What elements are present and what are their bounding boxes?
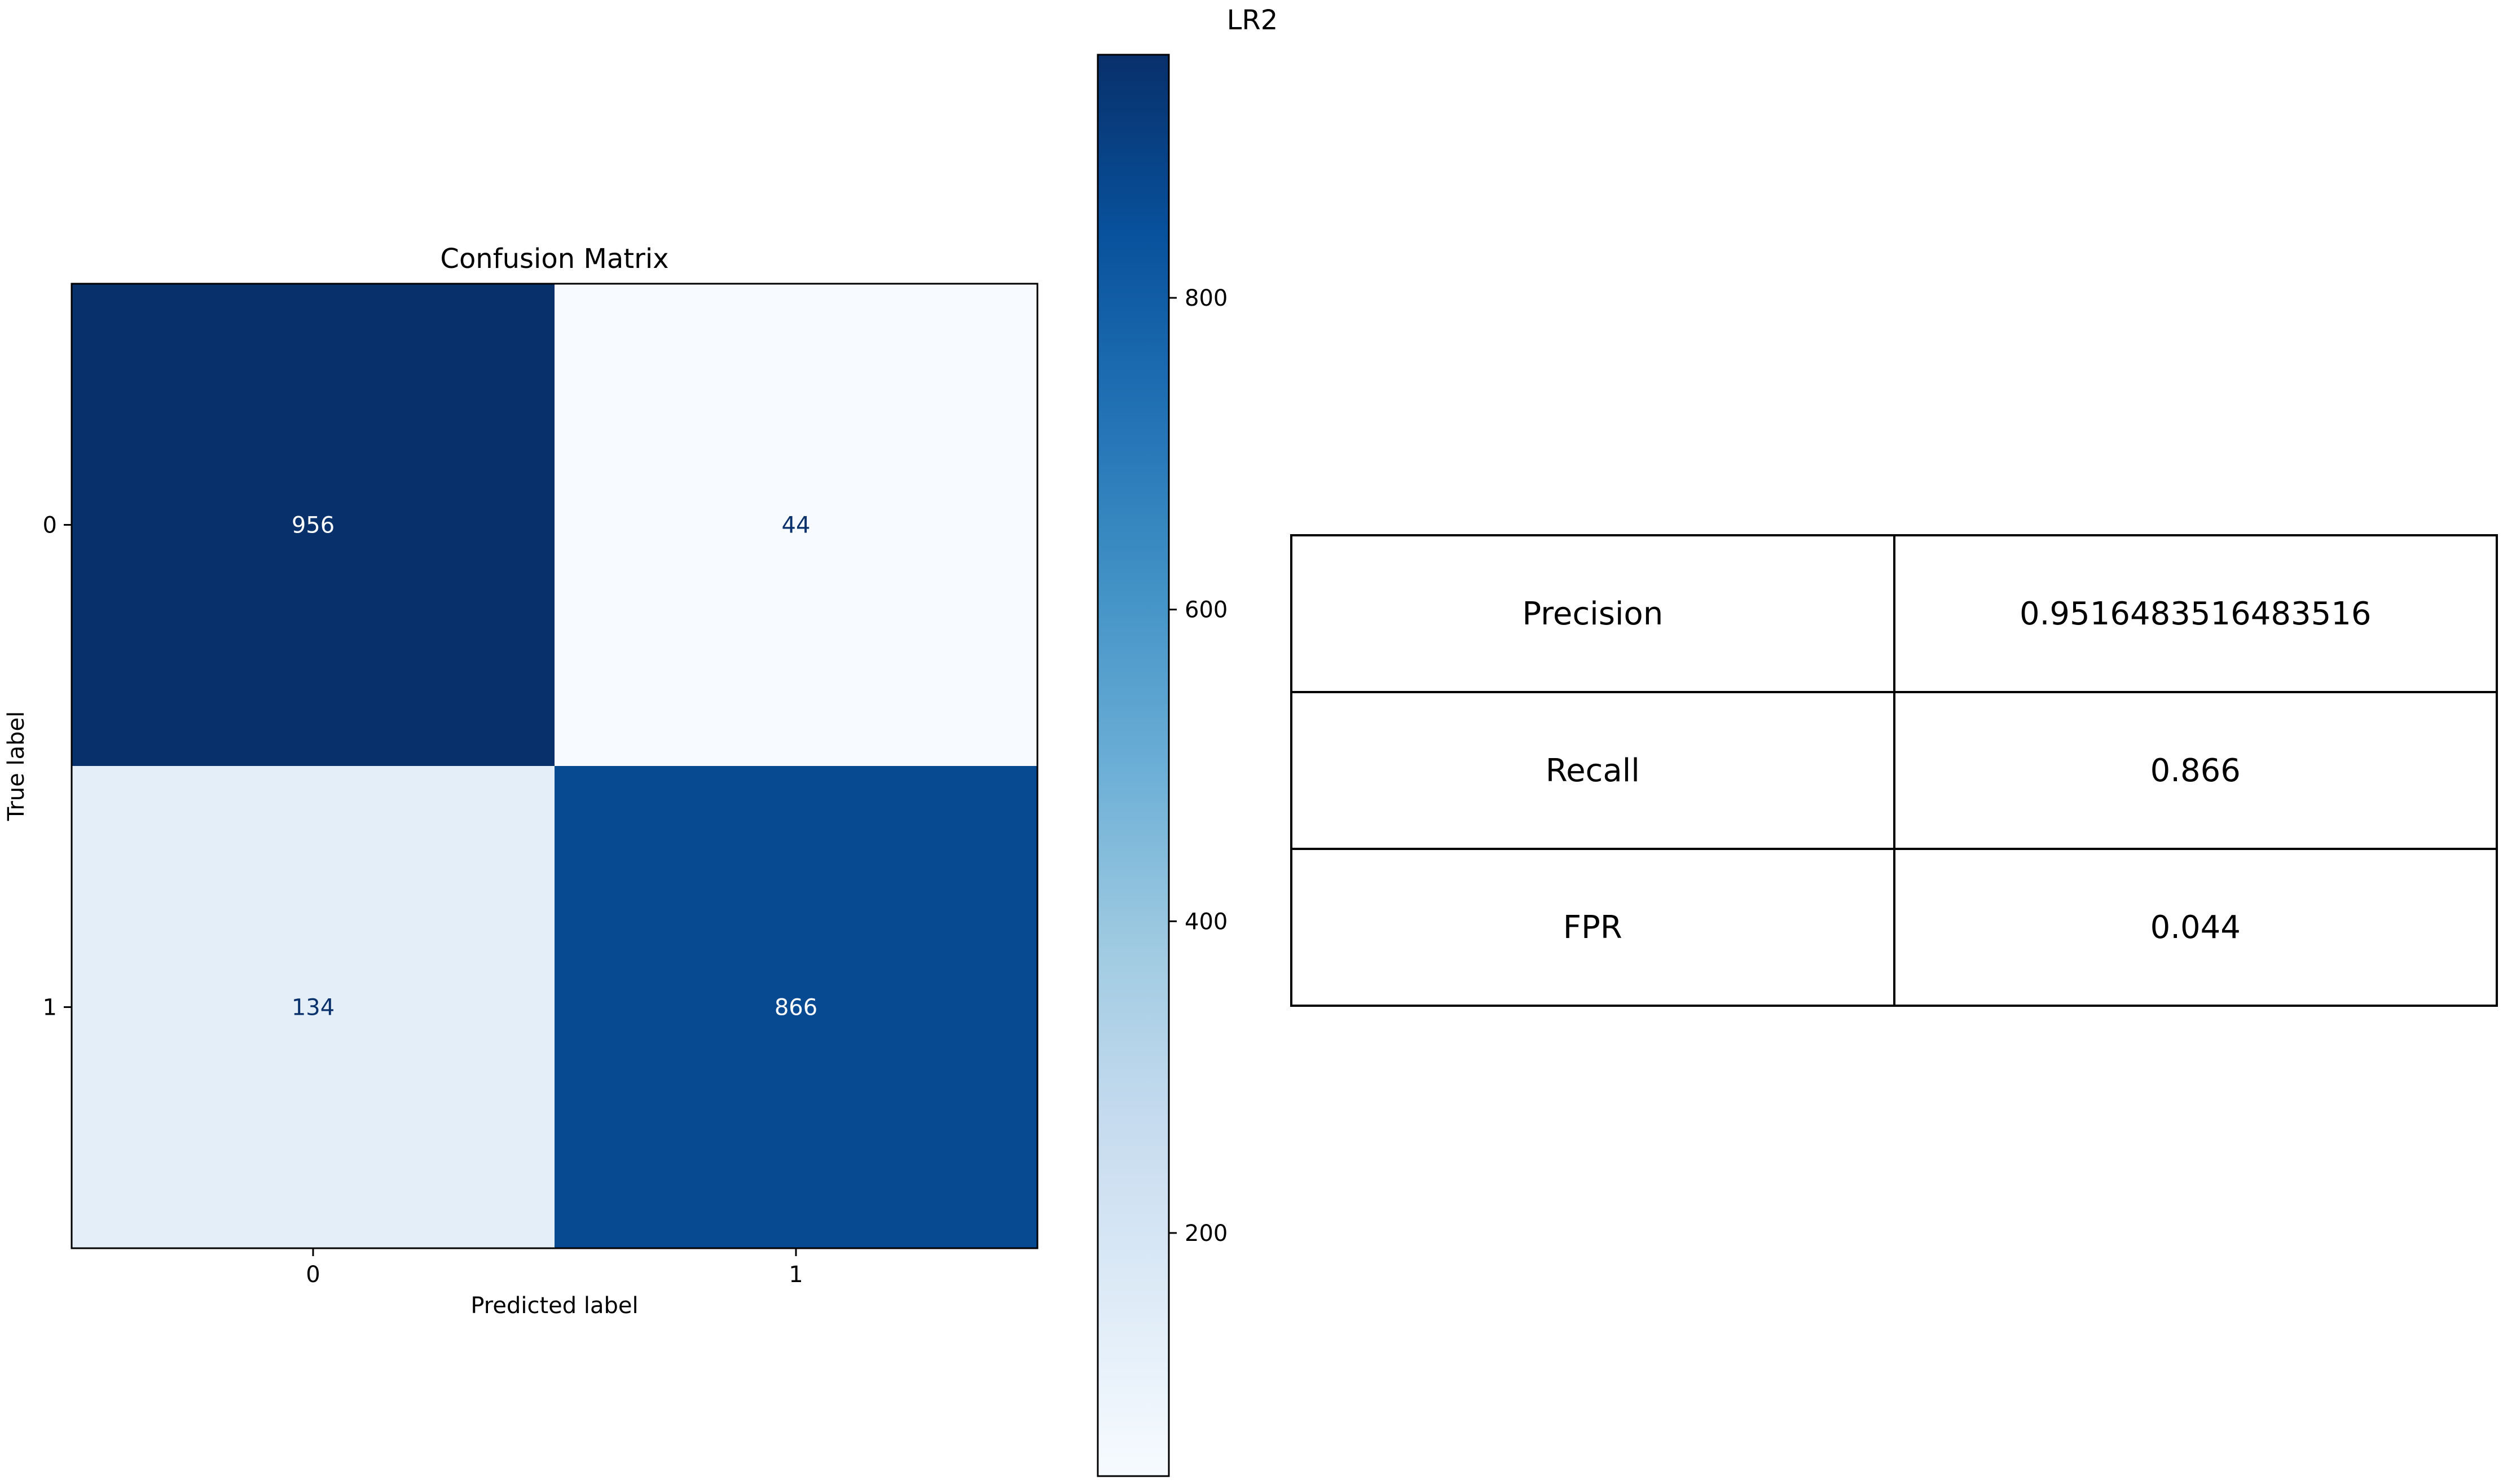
metric-label: FPR [1290, 848, 1895, 1007]
metric-value: 0.044 [1893, 848, 2498, 1007]
plot-frame [71, 283, 1039, 1249]
x-axis-label: Predicted label [470, 1293, 638, 1319]
y-tick-label: 0 [43, 513, 57, 539]
metrics-row-recall: Recall 0.866 [1290, 691, 2498, 850]
metrics-row-fpr: FPR 0.044 [1290, 848, 2498, 1007]
matrix-cell-1-0 [72, 766, 555, 1248]
matrix-cell-0-1 [555, 284, 1037, 766]
figure-title: LR2 [1227, 5, 1278, 36]
colorbar-tick-label: 800 [1185, 285, 1228, 311]
colorbar [1097, 54, 1170, 1477]
cell-value-label-1-1: 866 [775, 995, 817, 1021]
confusion-matrix-cells [72, 284, 1037, 1248]
metric-value: 0.9516483516483516 [1893, 534, 2498, 693]
confusion-matrix-value-labels: 956 44 134 866 [292, 513, 817, 1021]
metric-label: Recall [1290, 691, 1895, 850]
metric-value: 0.866 [1893, 691, 2498, 850]
cell-value-label-1-0: 134 [292, 995, 335, 1021]
colorbar-tick-label: 400 [1185, 909, 1228, 935]
cell-value-label-0-1: 44 [782, 513, 811, 539]
matrix-cell-0-0 [72, 284, 555, 766]
x-tick-label: 0 [306, 1262, 320, 1288]
matrix-cell-1-1 [555, 766, 1037, 1248]
chart-title: Confusion Matrix [440, 243, 668, 275]
colorbar-tick-label: 200 [1185, 1221, 1228, 1247]
y-tick-label: 1 [43, 995, 57, 1021]
colorbar-ticks: 200 400 600 800 [1169, 285, 1228, 1247]
metric-label: Precision [1290, 534, 1895, 693]
colorbar-tick-label: 600 [1185, 597, 1228, 623]
cell-value-label-0-0: 956 [292, 513, 335, 539]
metrics-table: Precision 0.9516483516483516 Recall 0.86… [1290, 534, 2498, 1007]
y-axis-label: True label [3, 711, 29, 821]
y-axis-ticks: 01 [43, 513, 72, 1021]
x-tick-label: 1 [789, 1262, 803, 1288]
metrics-row-precision: Precision 0.9516483516483516 [1290, 534, 2498, 693]
